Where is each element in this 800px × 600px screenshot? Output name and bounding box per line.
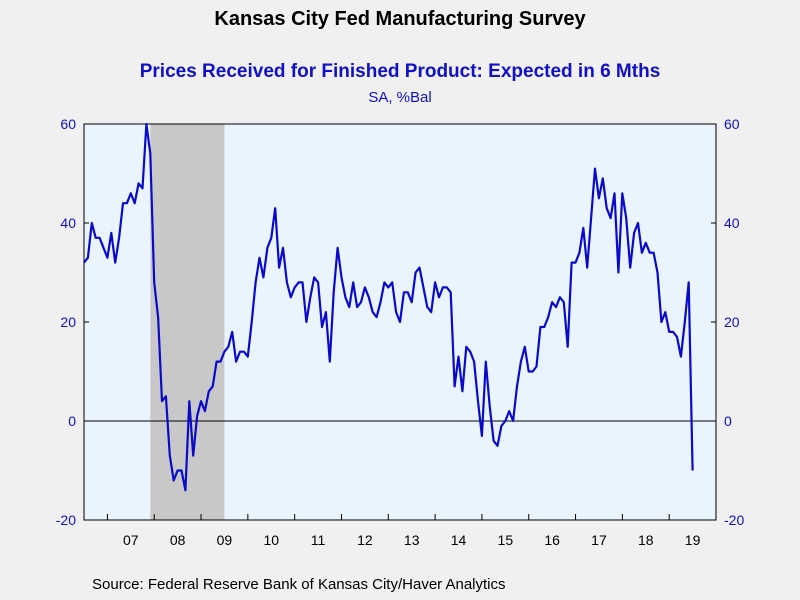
x-tick-label: 07 <box>123 532 139 548</box>
x-tick-label: 16 <box>544 532 560 548</box>
x-tick-label: 14 <box>451 532 467 548</box>
y-tick-label-left: 20 <box>60 314 76 330</box>
source-note: Source: Federal Reserve Bank of Kansas C… <box>92 576 506 593</box>
y-tick-label-right: 20 <box>724 314 740 330</box>
chart-title: Kansas City Fed Manufacturing Survey <box>214 8 586 30</box>
x-tick-label: 17 <box>591 532 607 548</box>
y-tick-label-right: 40 <box>724 215 740 231</box>
y-tick-label-right: 60 <box>724 116 740 132</box>
x-tick-label: 09 <box>217 532 233 548</box>
y-tick-label-right: -20 <box>724 512 744 528</box>
units-label: SA, %Bal <box>368 89 432 106</box>
x-tick-label: 12 <box>357 532 373 548</box>
x-tick-label: 11 <box>311 532 326 548</box>
y-tick-label-left: 60 <box>60 116 76 132</box>
x-tick-label: 10 <box>263 532 279 548</box>
y-tick-label-left: 0 <box>68 413 76 429</box>
x-tick-label: 18 <box>638 532 654 548</box>
x-tick-label: 13 <box>404 532 420 548</box>
y-tick-label-left: -20 <box>56 512 76 528</box>
x-tick-label: 08 <box>170 532 186 548</box>
y-tick-label-right: 0 <box>724 413 732 429</box>
series-line <box>83 122 694 492</box>
x-tick-label: 15 <box>498 532 514 548</box>
x-tick-label: 19 <box>685 532 701 548</box>
chart-subtitle: Prices Received for Finished Product: Ex… <box>139 61 661 82</box>
y-tick-label-left: 40 <box>60 215 76 231</box>
